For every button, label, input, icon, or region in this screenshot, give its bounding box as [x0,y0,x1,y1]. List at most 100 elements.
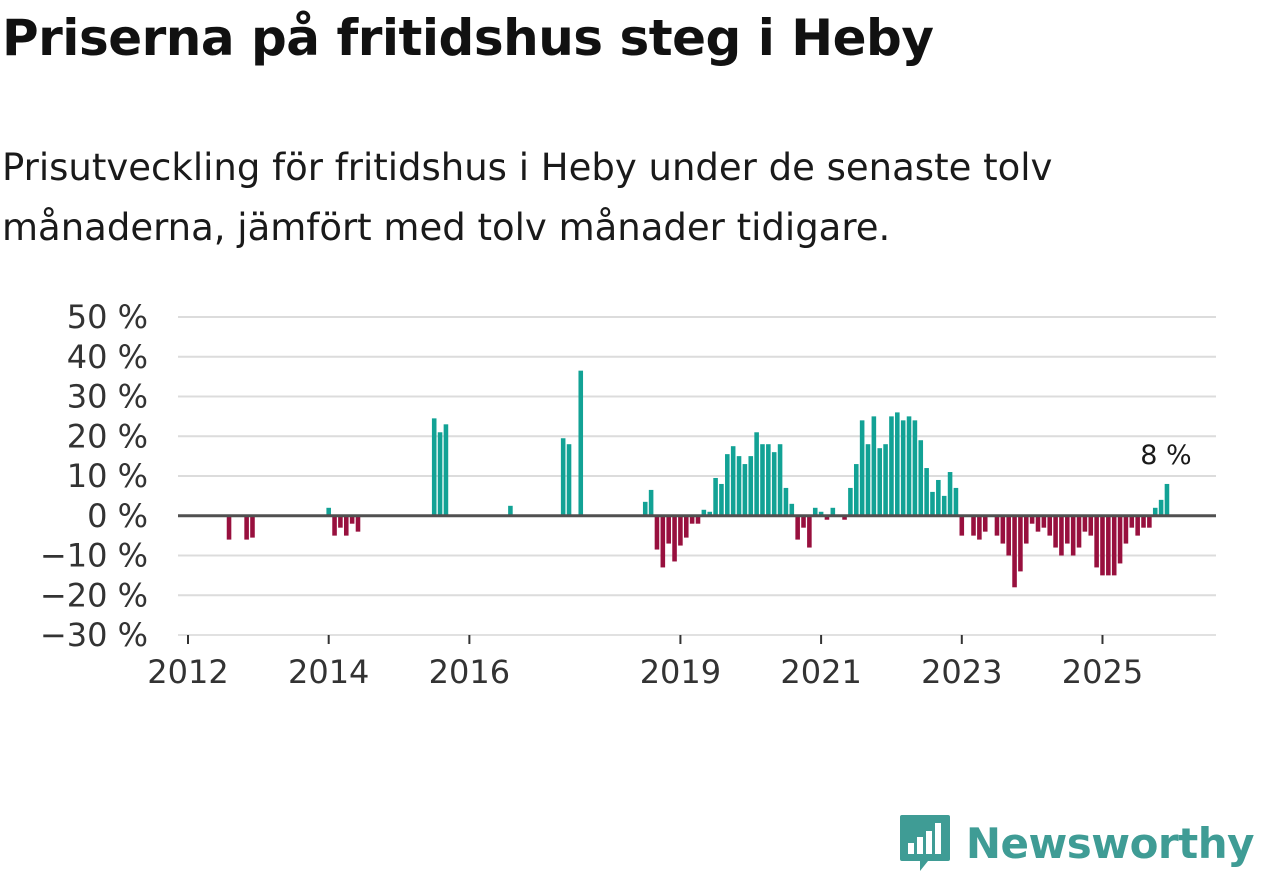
bar [1029,515,1035,524]
x-tick-label: 2021 [780,653,861,691]
bar [789,503,795,516]
bar [830,507,836,516]
newsworthy-logo-icon [899,815,950,871]
bar [982,515,988,532]
bar [654,515,660,550]
bar [1141,515,1146,528]
bar [959,515,965,536]
bar [1088,515,1094,536]
bar [1147,515,1152,528]
bar [865,444,871,516]
bar [1006,515,1011,556]
y-tick-label: −10 % [40,537,148,575]
y-tick-label: 50 % [67,298,148,336]
bar [244,515,249,540]
bar [889,416,894,516]
chart-subtitle: Prisutveckling för fritidshus i Heby und… [2,146,1053,249]
bar [877,448,883,516]
x-axis: 2012 2014 2016 2019 2021 2023 2025 [147,634,1216,691]
bar [1047,515,1053,536]
bar [824,515,830,520]
bar [918,440,924,516]
bar [1041,515,1047,528]
bar [642,501,648,516]
chart-title: Priserna på fritidshus steg i Heby [2,9,934,67]
bar [807,515,812,548]
bar [859,420,865,516]
bar [1023,515,1029,544]
bar [895,412,900,516]
bar [1094,515,1099,568]
bar [1117,515,1123,564]
bar [1035,515,1041,532]
bars [226,370,1170,588]
bar [338,515,343,528]
bar [1065,515,1070,544]
y-tick-label: −20 % [40,576,148,614]
bar [1152,507,1158,516]
last-value-label: 8 % [1140,440,1191,471]
x-tick-label: 2016 [429,653,510,691]
bar [443,424,449,516]
bar [355,515,361,532]
x-tick-label: 2023 [921,653,1002,691]
y-tick-label: −30 % [40,616,148,654]
bar [725,454,730,516]
bar [707,511,713,516]
bar [1018,515,1023,572]
bar [713,477,718,516]
y-tick-label: 40 % [67,338,148,376]
bar [672,515,677,562]
bar [783,487,789,516]
bar [1135,515,1140,536]
bar [1012,515,1017,588]
grid-lines [178,316,1216,636]
y-tick-label: 10 % [67,457,148,495]
bar [941,495,947,516]
newsworthy-brand: Newsworthy [898,813,1255,873]
bar [508,505,513,516]
bar [1082,515,1088,532]
bar [906,416,912,516]
bar [226,515,232,540]
x-tick-label: 2012 [147,653,228,691]
bar [1000,515,1006,544]
bar [1106,515,1111,576]
bar [818,511,824,516]
bar [689,515,695,524]
x-tick-label: 2025 [1062,653,1143,691]
bar [900,420,906,516]
bar [566,444,572,516]
bar [994,515,1000,536]
bar [977,515,982,540]
bar [683,515,689,538]
bar [1053,515,1058,548]
bar [742,464,748,516]
bar [853,464,859,516]
y-axis-labels: 50 %40 %30 %20 %10 %0 %−10 %−20 %−30 % [40,298,148,654]
annotations: 8 % [1140,440,1191,471]
bar [1100,515,1105,576]
bar [930,491,935,516]
bar [343,515,349,536]
bar [883,444,888,516]
bar [701,509,707,516]
bar [795,515,800,540]
bar [431,418,437,516]
brand-name: Newsworthy [965,818,1255,868]
bar [1076,515,1082,548]
bar [754,432,759,516]
bar [936,479,941,516]
bar [730,446,736,516]
bar [1158,499,1164,516]
bar [953,487,959,516]
bar [560,438,566,516]
bar [578,370,584,516]
bar [760,444,765,516]
bar [326,507,331,516]
bar [660,515,666,568]
bar [1123,515,1129,544]
bar [1059,515,1064,556]
bar-chart: 50 %40 %30 %20 %10 %0 %−10 %−20 %−30 % 2… [40,298,1216,691]
x-tick-label: 2019 [640,653,721,691]
